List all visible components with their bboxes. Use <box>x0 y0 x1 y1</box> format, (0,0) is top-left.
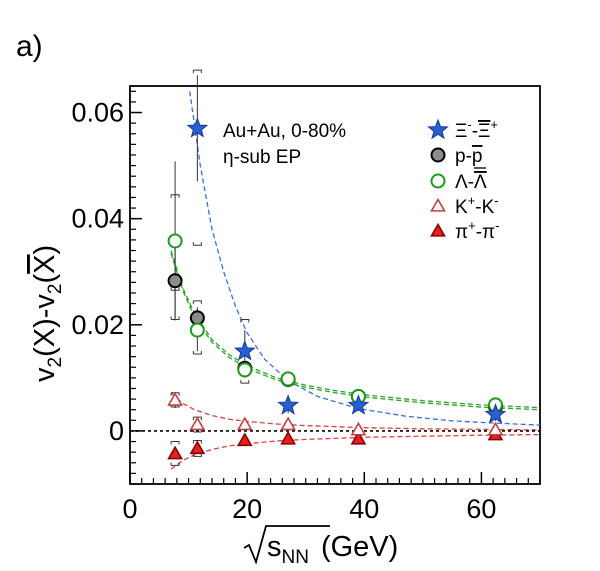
data-point-3-5 <box>487 421 504 436</box>
data-point-1-1 <box>189 310 205 326</box>
fit-curve-2 <box>170 253 540 411</box>
data-point-4-1 <box>189 440 206 455</box>
annotation-method: η-sub EP <box>223 147 301 168</box>
data-point-3-1 <box>189 416 206 431</box>
y-axis-label: v2(X)-v2(X) <box>29 245 66 382</box>
fit-curve-1 <box>170 250 540 409</box>
sys-bracket-1-1 <box>192 300 202 355</box>
annotation: Au+Au, 0-80% η-sub EP <box>223 121 346 168</box>
data-point-0-3 <box>347 394 370 415</box>
y-tick-label: 0.04 <box>71 204 124 234</box>
y-tick-label: 0.06 <box>71 98 124 128</box>
legend-label-lambda: Λ-Λ <box>455 172 487 193</box>
legend-marker-xi <box>427 118 449 140</box>
legend-label-proton: p-p <box>455 146 482 167</box>
data-point-2-1 <box>189 322 205 338</box>
legend-marker-kaon <box>430 197 446 212</box>
x-axis-label: sNN (GeV) <box>267 531 398 568</box>
legend-marker-shape <box>430 222 446 237</box>
data-point-4-0 <box>167 445 183 460</box>
data-point-1-0 <box>167 273 183 289</box>
axes: 0 20 40 60 0 0.02 0.04 0.06 <box>71 90 541 524</box>
data-point-0-1 <box>233 339 256 361</box>
sys-bracket-3-1 <box>192 416 202 433</box>
data-point-0-2 <box>277 394 300 415</box>
data-point-3-3 <box>280 416 297 431</box>
panel-label: a) <box>16 30 43 63</box>
legend: Ξ--Ξ+ p-p Λ-Λ K+-K- π+-π- <box>427 117 499 243</box>
y-tick-label: 0 <box>109 416 124 446</box>
legend-label-kaon: K+-K- <box>455 193 499 218</box>
data-point-4-3 <box>280 430 297 445</box>
y-tick-label: 0.02 <box>71 310 124 340</box>
plot-frame <box>129 85 541 485</box>
data-point-3-0 <box>167 392 183 406</box>
legend-marker-proton <box>430 147 446 163</box>
legend-label-pion: π+-π- <box>455 218 499 243</box>
data-point-3-2 <box>236 416 253 431</box>
plot-area <box>129 69 541 485</box>
legend-marker-shape <box>427 118 449 140</box>
legend-marker-shape <box>430 173 446 189</box>
sys-bracket-2-0 <box>170 194 180 291</box>
data-markers <box>167 117 507 460</box>
legend-marker-pion <box>430 222 446 237</box>
data-point-2-3 <box>280 371 296 387</box>
legend-marker-shape <box>430 147 446 163</box>
legend-item-lambda: Λ-Λ <box>430 172 487 193</box>
x-tick-label: 0 <box>122 494 137 524</box>
data-point-4-4 <box>350 430 367 445</box>
sys-bracket-4-1 <box>192 439 202 457</box>
annotation-system: Au+Au, 0-80% <box>223 121 346 142</box>
x-tick-label: 20 <box>232 494 262 524</box>
data-point-0-0 <box>186 117 209 138</box>
fit-curve-4 <box>170 433 540 470</box>
sys-bracket-4-0 <box>170 441 180 466</box>
sqrt-sign-icon <box>243 525 330 565</box>
legend-label-xi: Ξ--Ξ+ <box>455 117 498 142</box>
data-point-2-0 <box>167 233 183 249</box>
legend-item-proton: p-p <box>430 146 486 169</box>
legend-marker-lambda <box>430 173 446 189</box>
legend-item-pion: π+-π- <box>430 218 499 243</box>
legend-item-kaon: K+-K- <box>430 193 499 218</box>
legend-marker-shape <box>430 197 446 212</box>
fit-curve-3 <box>170 392 540 431</box>
legend-item-xi: Ξ--Ξ+ <box>427 117 498 142</box>
sys-bracket-3-0 <box>170 392 180 408</box>
x-tick-label: 40 <box>349 494 379 524</box>
fit-curve-0 <box>189 91 540 426</box>
data-point-3-4 <box>350 421 367 436</box>
data-point-2-2 <box>237 362 253 378</box>
x-axis-title: sNN (GeV) <box>243 525 398 568</box>
data-point-0-4 <box>484 403 507 424</box>
data-point-4-2 <box>236 432 253 447</box>
x-tick-label: 60 <box>466 494 496 524</box>
sys-bracket-0-1 <box>240 318 250 384</box>
sys-bracket-0-0 <box>192 69 202 246</box>
